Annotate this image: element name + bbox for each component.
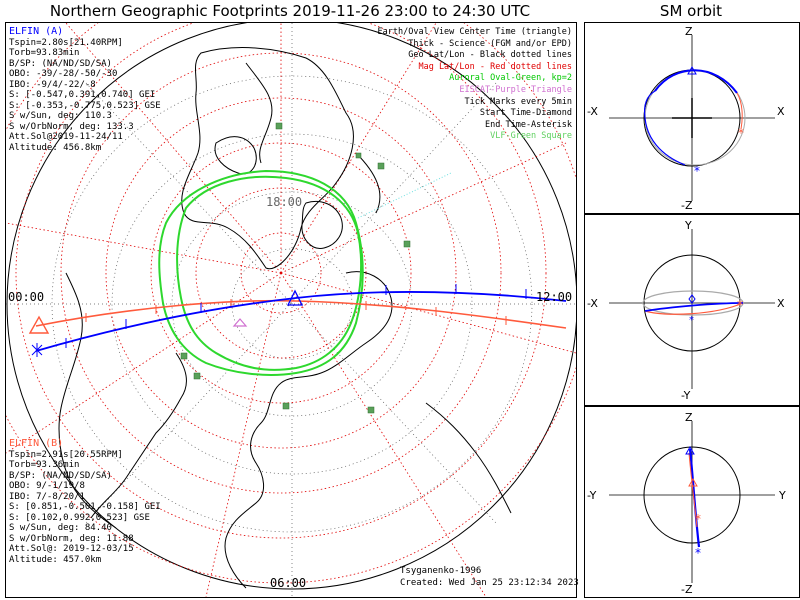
sm-axis-left: -Y <box>587 489 597 502</box>
elfin-a-line: IBO: -9/4/-22/-8 <box>9 79 96 90</box>
elfin-a-line: S w/Sun, deg: 110.3 <box>9 111 112 121</box>
elfin-a-asterisk-icon: * <box>694 164 700 178</box>
vlf-connector <box>357 172 452 219</box>
sm-axis-right: Y <box>778 489 786 502</box>
elfin-a-info: ELFIN (A) Tspin=2.80s[21.40RPM] Torb=93.… <box>9 26 161 154</box>
sm-orbit-title: SM orbit <box>659 2 723 20</box>
sm-axis-bottom: -Z <box>681 199 693 212</box>
footprint-map-panel <box>5 22 577 598</box>
sm-orbit-xy: * * Y -Y -X X <box>587 219 785 402</box>
elfin-b-line: Tspin=2.91s[20.55RPM] <box>9 449 123 460</box>
created-label: Created: Wed Jan 25 23:12:34 2023 <box>400 578 579 588</box>
sm-axis-top: Z <box>685 25 693 38</box>
elfin-b-asterisk-icon: * <box>738 126 744 140</box>
sm-axis-right: X <box>777 105 785 118</box>
sm-axis-right: X <box>777 297 785 310</box>
sm-axis-top: Y <box>684 219 692 232</box>
elfin-a-line: S w/OrbNorm, deg: 133.3 <box>9 121 134 132</box>
elfin-a-asterisk-icon <box>31 343 43 357</box>
elfin-a-line: B/SP: (NA/ND/SD/SA) <box>9 58 112 69</box>
elfin-b-line: IBO: 7/-8/20/1 <box>9 491 85 502</box>
map-label-left: 00:00 <box>8 290 45 304</box>
elfin-b-lines: Tspin=2.91s[20.55RPM] Torb=93.36min B/SP… <box>9 450 161 566</box>
sm-orbit-xz: * * Z -Z -X X <box>587 25 785 212</box>
elfin-a-triangle-icon <box>685 445 695 455</box>
elfin-b-asterisk-icon: * <box>695 512 701 526</box>
elfin-b-line: S: [0.102,0.992,0.523] GSE <box>9 512 150 523</box>
map-label-right: 12:00 <box>536 290 573 304</box>
legend-item: Auroral Oval-Green, kp=2 <box>449 73 572 84</box>
elfin-a-asterisk-icon: * <box>695 546 701 560</box>
legend-item: Geo Lat/Lon - Black dotted lines <box>408 50 572 61</box>
sm-panel-xz: * * Z -Z -X X <box>584 22 800 214</box>
elfin-b-triangle-icon <box>688 477 698 487</box>
eiscat-triangle <box>232 318 248 327</box>
elfin-a-line: Tspin=2.80s[21.40RPM] <box>9 37 123 48</box>
elfin-a-line: OBO: -39/-28/-50/-30 <box>9 69 118 79</box>
elfin-b-line: S: [0.851,-0.501,-0.158] GEI <box>9 502 161 512</box>
legend-item: Thick - Science (FGM and/or EPD) <box>408 38 572 49</box>
map-label-top: 18:00 <box>266 195 303 209</box>
legend-item: End Time-Asterisk <box>485 119 572 130</box>
elfin-a-line: S: [-0.547,0.391,0.740] GEI <box>9 90 156 100</box>
sm-axis-bottom: -Y <box>681 389 691 402</box>
elfin-b-name: ELFIN (B) <box>9 438 64 449</box>
elfin-a-track <box>31 284 567 357</box>
coastlines <box>58 47 512 589</box>
sm-axis-bottom: -Z <box>681 583 693 596</box>
elfin-b-info: ELFIN (B) Tspin=2.91s[20.55RPM] Torb=93.… <box>9 438 161 566</box>
elfin-a-triangle-icon <box>687 65 697 75</box>
sm-orbit-yz: * * Z -Z -Y Y <box>587 411 786 596</box>
elfin-b-line: S w/OrbNorm, deg: 11.88 <box>9 533 134 544</box>
legend-item: VLF-Green Square <box>490 131 572 142</box>
sm-axis-top: Z <box>685 411 693 424</box>
start-diamond-icon <box>688 294 696 304</box>
legend-item: Earth/Oval View Center Time (triangle) <box>377 27 572 37</box>
elfin-a-line: Torb=93.83min <box>9 48 80 58</box>
sm-axis-left: -X <box>587 297 598 310</box>
elfin-a-center-triangle <box>286 289 304 306</box>
elfin-a-name: ELFIN (A) <box>9 26 64 37</box>
elfin-b-line: Torb=93.36min <box>9 460 80 470</box>
sm-panel-xy: * * Y -Y -X X <box>584 214 800 406</box>
map-label-bottom: 06:00 <box>270 576 307 590</box>
legend-item: Start Time-Diamond <box>479 108 572 119</box>
legend-item: EISCAT-Purple Triangle <box>459 84 572 95</box>
elfin-b-start-triangle <box>28 315 50 334</box>
elfin-b-line: Altitude: 457.0km <box>9 554 102 565</box>
elfin-a-line: Altitude: 456.8km <box>9 142 102 153</box>
vlf-stations <box>180 122 411 414</box>
footprint-map <box>6 23 576 597</box>
page-title: Northern Geographic Footprints 2019-11-2… <box>49 2 531 20</box>
sm-axis-left: -X <box>587 105 598 118</box>
elfin-a-line: S: [-0.353,-0.775,0.523] GSE <box>9 100 161 111</box>
elfin-b-line: S w/Sun, deg: 84.40 <box>9 523 112 533</box>
legend-item: Mag Lat/Lon - Red dotted lines <box>418 61 572 72</box>
elfin-b-line: OBO: 9/-1/19/8 <box>9 481 85 491</box>
elfin-b-asterisk-icon: * <box>737 298 743 312</box>
auroral-oval <box>158 169 364 376</box>
model-label: Tsyganenko-1996 <box>400 566 482 576</box>
elfin-a-asterisk-icon: * <box>689 315 694 326</box>
elfin-a-lines: Tspin=2.80s[21.40RPM] Torb=93.83min B/SP… <box>9 38 161 154</box>
sm-panel-yz: * * Z -Z -Y Y <box>584 406 800 598</box>
elfin-b-line: Att.Sol@: 2019-12-03/15 <box>9 544 134 554</box>
legend: Earth/Oval View Center Time (triangle) T… <box>378 27 572 143</box>
elfin-b-line: B/SP: (NA/ND/SD/SA) <box>9 470 112 481</box>
elfin-b-track <box>28 299 567 334</box>
elfin-a-line: Att.Sol@2019-11-24/11 <box>9 132 123 142</box>
legend-item: Tick Marks every 5min <box>464 96 572 107</box>
